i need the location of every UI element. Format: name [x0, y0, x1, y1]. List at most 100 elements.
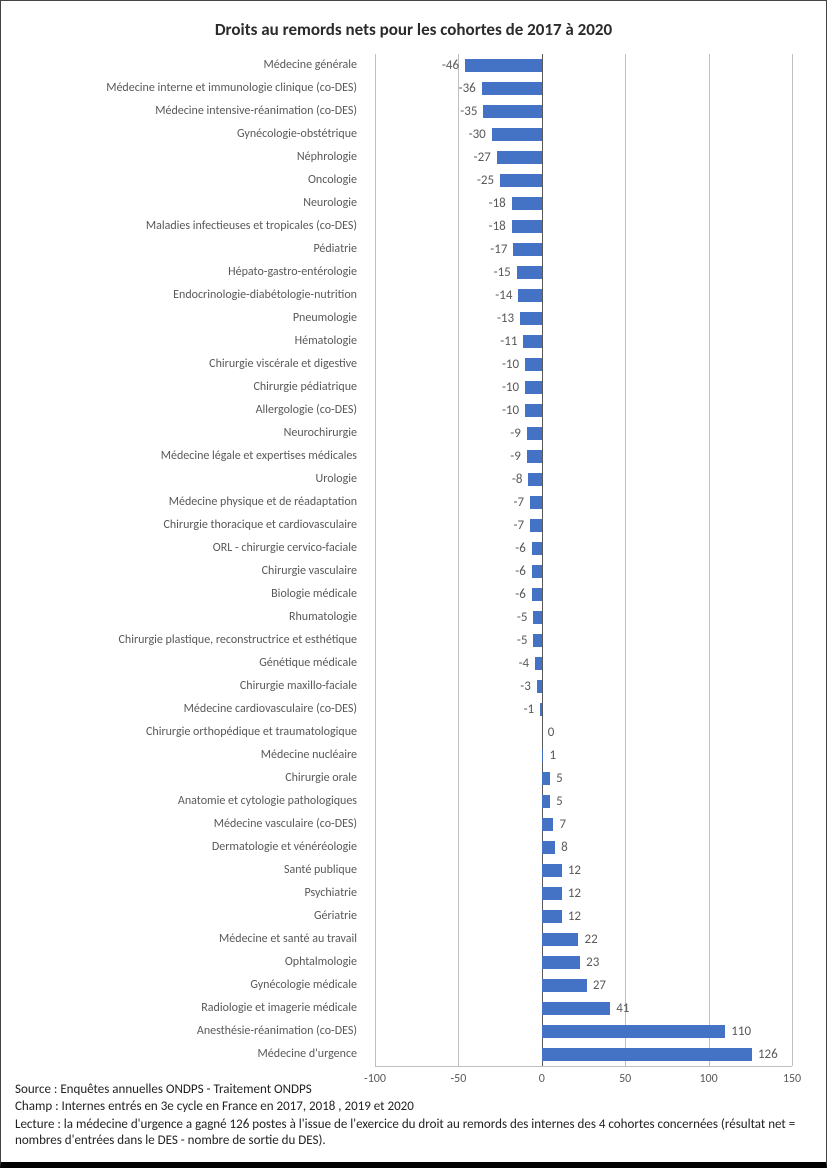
category-label: Chirurgie vasculaire — [15, 560, 367, 583]
value-label: -9 — [510, 422, 521, 445]
bar — [542, 1048, 752, 1061]
bar — [513, 243, 541, 256]
value-label: -10 — [502, 353, 519, 376]
value-label: 110 — [731, 1020, 751, 1043]
chart-row: Chirurgie orthopédique et traumatologiqu… — [15, 721, 812, 744]
category-label: Anesthésie-réanimation (co-DES) — [15, 1020, 367, 1043]
category-label: ORL - chirurgie cervico-faciale — [15, 537, 367, 560]
chart-row: Rhumatologie-5 — [15, 606, 812, 629]
value-label: 22 — [584, 928, 597, 951]
category-label: Médecine vasculaire (co-DES) — [15, 813, 367, 836]
bar — [482, 82, 542, 95]
chart-row: Médecine interne et immunologie clinique… — [15, 77, 812, 100]
category-label: Psychiatrie — [15, 882, 367, 905]
chart-row: Pédiatrie-17 — [15, 238, 812, 261]
category-label: Chirurgie plastique, reconstructrice et … — [15, 629, 367, 652]
bar — [542, 772, 550, 785]
category-label: Chirurgie orthopédique et traumatologiqu… — [15, 721, 367, 744]
value-label: 0 — [548, 721, 555, 744]
bar — [528, 473, 541, 486]
category-label: Gynécologie-obstétrique — [15, 123, 367, 146]
chart-row: Oncologie-25 — [15, 169, 812, 192]
bar — [492, 128, 542, 141]
category-label: Néphrologie — [15, 146, 367, 169]
value-label: -13 — [497, 307, 514, 330]
value-label: 5 — [556, 790, 563, 813]
chart-row: Anatomie et cytologie pathologiques5 — [15, 790, 812, 813]
chart-row: Médecine et santé au travail 22 — [15, 928, 812, 951]
chart-row: Chirurgie pédiatrique-10 — [15, 376, 812, 399]
bar — [542, 841, 555, 854]
value-label: -18 — [489, 192, 506, 215]
category-label: Rhumatologie — [15, 606, 367, 629]
value-label: -35 — [460, 100, 477, 123]
value-label: -11 — [500, 330, 517, 353]
bar — [512, 197, 542, 210]
category-label: Urologie — [15, 468, 367, 491]
chart-row: Biologie médicale-6 — [15, 583, 812, 606]
chart-row: Endocrinologie-diabétologie-nutrition -14 — [15, 284, 812, 307]
chart-row: Médecine cardiovasculaire (co-DES)-1 — [15, 698, 812, 721]
category-label: Oncologie — [15, 169, 367, 192]
value-label: -1 — [524, 698, 535, 721]
bar — [533, 611, 541, 624]
category-label: Endocrinologie-diabétologie-nutrition — [15, 284, 367, 307]
bar — [542, 910, 562, 923]
chart-row: Chirurgie plastique, reconstructrice et … — [15, 629, 812, 652]
bar — [542, 795, 550, 808]
footer-lecture: Lecture : la médecine d'urgence a gagné … — [15, 1117, 812, 1150]
value-label: -7 — [514, 514, 525, 537]
chart-row: Gériatrie12 — [15, 905, 812, 928]
bar — [525, 358, 542, 371]
value-label: -6 — [515, 537, 526, 560]
bar — [542, 933, 579, 946]
category-label: Médecine et santé au travail — [15, 928, 367, 951]
category-label: Médecine légale et expertises médicales — [15, 445, 367, 468]
x-tick-label: -100 — [364, 1072, 386, 1086]
category-label: Neurochirurgie — [15, 422, 367, 445]
chart-footer: Source : Enquêtes annuelles ONDPS - Trai… — [15, 1082, 812, 1150]
bar — [512, 220, 542, 233]
chart-title: Droits au remords nets pour les cohortes… — [15, 19, 812, 40]
category-label: Médecine physique et de réadaptation — [15, 491, 367, 514]
category-label: Allergologie (co-DES) — [15, 399, 367, 422]
chart-row: Allergologie (co-DES)-10 — [15, 399, 812, 422]
value-label: -5 — [517, 629, 528, 652]
value-label: 41 — [616, 997, 629, 1020]
category-label: Radiologie et imagerie médicale — [15, 997, 367, 1020]
bar — [527, 427, 542, 440]
value-label: -3 — [520, 675, 531, 698]
value-label: -14 — [495, 284, 512, 307]
value-label: -6 — [515, 583, 526, 606]
chart-page: Droits au remords nets pour les cohortes… — [0, 0, 827, 1168]
category-label: Médecine générale — [15, 54, 367, 77]
value-label: 23 — [586, 951, 599, 974]
bar — [533, 634, 541, 647]
value-label: -15 — [494, 261, 511, 284]
value-label: 8 — [561, 836, 568, 859]
bar — [527, 450, 542, 463]
x-tick-label: 150 — [783, 1072, 801, 1086]
category-label: Gynécologie médicale — [15, 974, 367, 997]
bar — [520, 312, 542, 325]
chart-row: Neurochirurgie -9 — [15, 422, 812, 445]
chart-row: Chirurgie orale5 — [15, 767, 812, 790]
category-label: Pneumologie — [15, 307, 367, 330]
value-label: -6 — [515, 560, 526, 583]
value-label: 5 — [556, 767, 563, 790]
chart-row: Ophtalmologie 23 — [15, 951, 812, 974]
category-label: Hépato-gastro-entérologie — [15, 261, 367, 284]
x-tick-label: -50 — [450, 1072, 466, 1086]
value-label: 126 — [758, 1043, 778, 1066]
bar — [523, 335, 541, 348]
value-label: 12 — [568, 859, 581, 882]
chart-row: Anesthésie-réanimation (co-DES) 110 — [15, 1020, 812, 1043]
category-label: Gériatrie — [15, 905, 367, 928]
chart-row: Néphrologie-27 — [15, 146, 812, 169]
chart-row: Gynécologie-obstétrique-30 — [15, 123, 812, 146]
chart-row: Médecine intensive-réanimation (co-DES)-… — [15, 100, 812, 123]
value-label: -8 — [512, 468, 523, 491]
bar — [525, 404, 542, 417]
chart-row: Dermatologie et vénéréologie8 — [15, 836, 812, 859]
category-label: Ophtalmologie — [15, 951, 367, 974]
